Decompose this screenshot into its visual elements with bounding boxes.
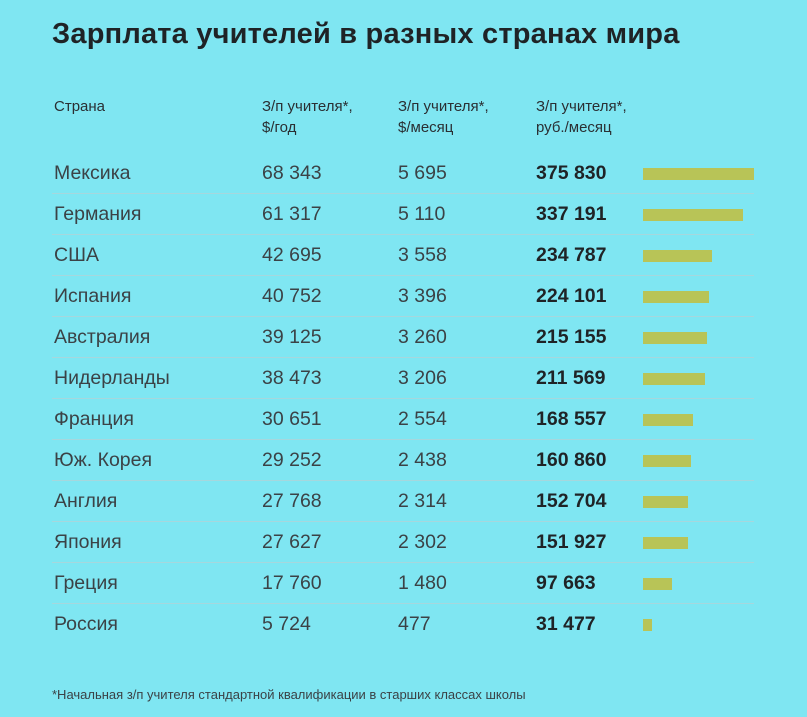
usd-year-cell: 42 695 (262, 244, 322, 266)
table-row: Юж. Корея 29 252 2 438 160 860 (52, 440, 754, 481)
usd-year-cell: 27 768 (262, 490, 322, 512)
table-row: Германия 61 317 5 110 337 191 (52, 194, 754, 235)
salary-bar (643, 455, 691, 467)
table-row: Нидерланды 38 473 3 206 211 569 (52, 358, 754, 399)
usd-year-cell: 38 473 (262, 367, 322, 389)
salary-bar (643, 332, 707, 344)
row-divider (52, 316, 754, 317)
row-divider (52, 398, 754, 399)
table-row: Испания 40 752 3 396 224 101 (52, 276, 754, 317)
country-cell: Нидерланды (54, 367, 170, 389)
usd-year-cell: 68 343 (262, 162, 322, 184)
footnote: *Начальная з/п учителя стандартной квали… (52, 687, 526, 702)
header-country-label: Страна (54, 98, 106, 115)
table-row: Мексика 68 343 5 695 375 830 (52, 153, 754, 194)
usd-year-cell: 27 627 (262, 531, 322, 553)
rub-month-cell: 151 927 (536, 531, 607, 553)
header-country: Страна (54, 96, 105, 117)
country-cell: Австралия (54, 326, 151, 348)
salary-bar (643, 168, 754, 180)
header-rub-month-line2: руб./месяц (536, 119, 612, 136)
header-usd-month: З/п учителя*, $/месяц (398, 96, 489, 138)
salary-bar (643, 537, 688, 549)
usd-month-cell: 2 302 (398, 531, 447, 553)
usd-month-cell: 5 695 (398, 162, 447, 184)
header-rub-month: З/п учителя*, руб./месяц (536, 96, 627, 138)
header-rub-month-line1: З/п учителя*, (536, 98, 627, 115)
table-row: США 42 695 3 558 234 787 (52, 235, 754, 276)
country-cell: Франция (54, 408, 134, 430)
usd-year-cell: 17 760 (262, 572, 322, 594)
usd-year-cell: 39 125 (262, 326, 322, 348)
table-row: Англия 27 768 2 314 152 704 (52, 481, 754, 522)
row-divider (52, 521, 754, 522)
rub-month-cell: 168 557 (536, 408, 607, 430)
row-divider (52, 562, 754, 563)
rub-month-cell: 337 191 (536, 203, 607, 225)
usd-month-cell: 3 396 (398, 285, 447, 307)
usd-year-cell: 29 252 (262, 449, 322, 471)
usd-year-cell: 5 724 (262, 613, 311, 635)
usd-month-cell: 2 314 (398, 490, 447, 512)
rub-month-cell: 234 787 (536, 244, 607, 266)
usd-year-cell: 61 317 (262, 203, 322, 225)
table-row: Австралия 39 125 3 260 215 155 (52, 317, 754, 358)
row-divider (52, 480, 754, 481)
rub-month-cell: 375 830 (536, 162, 607, 184)
usd-month-cell: 2 554 (398, 408, 447, 430)
usd-month-cell: 3 558 (398, 244, 447, 266)
usd-month-cell: 3 260 (398, 326, 447, 348)
row-divider (52, 275, 754, 276)
usd-year-cell: 40 752 (262, 285, 322, 307)
salary-bar (643, 496, 688, 508)
country-cell: Испания (54, 285, 132, 307)
salary-bar (643, 209, 743, 221)
row-divider (52, 357, 754, 358)
table-row: Япония 27 627 2 302 151 927 (52, 522, 754, 563)
salary-bar (643, 291, 709, 303)
rub-month-cell: 31 477 (536, 613, 596, 635)
usd-month-cell: 5 110 (398, 203, 446, 225)
usd-month-cell: 1 480 (398, 572, 447, 594)
country-cell: Россия (54, 613, 118, 635)
salary-bar (643, 373, 705, 385)
table-row: Франция 30 651 2 554 168 557 (52, 399, 754, 440)
header-usd-year-line1: З/п учителя*, (262, 98, 353, 115)
header-usd-month-line1: З/п учителя*, (398, 98, 489, 115)
usd-month-cell: 2 438 (398, 449, 447, 471)
country-cell: Япония (54, 531, 122, 553)
table-row: Греция 17 760 1 480 97 663 (52, 563, 754, 604)
usd-month-cell: 3 206 (398, 367, 447, 389)
rub-month-cell: 152 704 (536, 490, 607, 512)
row-divider (52, 439, 754, 440)
usd-month-cell: 477 (398, 613, 431, 635)
country-cell: Греция (54, 572, 118, 594)
rub-month-cell: 97 663 (536, 572, 596, 594)
usd-year-cell: 30 651 (262, 408, 322, 430)
header-usd-year-line2: $/год (262, 119, 297, 136)
country-cell: США (54, 244, 99, 266)
salary-bar (643, 578, 672, 590)
page-title: Зарплата учителей в разных странах мира (52, 18, 680, 50)
table-row: Россия 5 724 477 31 477 (52, 604, 754, 645)
rub-month-cell: 224 101 (536, 285, 607, 307)
salary-bar (643, 619, 652, 631)
header-usd-month-line2: $/месяц (398, 119, 454, 136)
rub-month-cell: 215 155 (536, 326, 607, 348)
header-usd-year: З/п учителя*, $/год (262, 96, 353, 138)
country-cell: Мексика (54, 162, 131, 184)
country-cell: Англия (54, 490, 118, 512)
row-divider (52, 603, 754, 604)
salary-bar (643, 414, 693, 426)
country-cell: Германия (54, 203, 142, 225)
country-cell: Юж. Корея (54, 449, 153, 471)
salary-bar (643, 250, 712, 262)
row-divider (52, 193, 754, 194)
row-divider (52, 234, 754, 235)
rub-month-cell: 211 569 (536, 367, 606, 389)
rub-month-cell: 160 860 (536, 449, 607, 471)
